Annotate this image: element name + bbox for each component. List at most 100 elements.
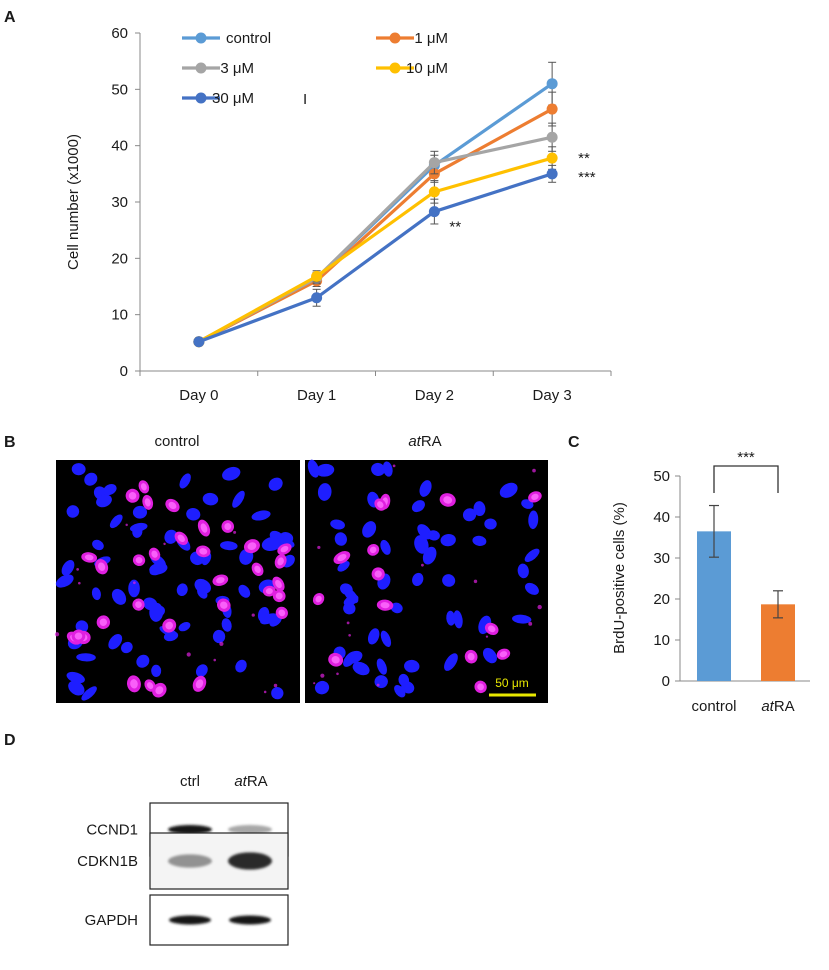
nucleus xyxy=(128,579,140,598)
nucleus xyxy=(404,659,420,673)
nucleus xyxy=(163,631,179,642)
brdu-nucleus-core xyxy=(155,686,164,695)
protein-label: CDKN1B xyxy=(77,853,138,870)
brdu-nucleus-core xyxy=(135,556,143,564)
y-tick-label: 10 xyxy=(111,307,128,324)
speckle xyxy=(273,683,278,688)
brdu-nucleus-core xyxy=(275,592,283,600)
nucleus xyxy=(81,686,97,701)
nucleus xyxy=(315,463,335,477)
nucleus xyxy=(442,574,456,587)
nucleus xyxy=(462,508,477,522)
speckle xyxy=(485,635,489,638)
c-y-tick-label: 0 xyxy=(662,673,670,690)
speckle xyxy=(54,632,60,637)
data-point xyxy=(193,336,205,348)
data-point xyxy=(311,292,323,304)
panel-label-d: D xyxy=(4,732,16,749)
data-point xyxy=(546,131,558,143)
data-point xyxy=(546,103,558,115)
nucleus xyxy=(473,501,486,517)
blot-row-gapdh: GAPDH xyxy=(85,894,289,946)
brdu-nucleus-core xyxy=(477,683,484,691)
speckle xyxy=(263,690,267,694)
brdu-nucleus-core xyxy=(74,632,83,640)
legend-swatch-marker xyxy=(195,92,207,104)
nucleus xyxy=(61,560,75,576)
speckle xyxy=(528,621,533,626)
nucleus xyxy=(446,610,456,626)
nucleus xyxy=(202,492,219,506)
brdu-nucleus-core xyxy=(99,618,108,626)
c-y-tick-label: 40 xyxy=(653,509,670,526)
lane-label-ctrl: ctrl xyxy=(180,773,200,790)
nucleus xyxy=(96,494,112,508)
legend-swatch-marker xyxy=(195,62,207,74)
y-tick-label: 60 xyxy=(111,25,128,42)
series-line xyxy=(198,156,553,344)
speckle xyxy=(346,621,350,625)
micrograph-label-atra: atRA xyxy=(408,433,441,450)
nucleus xyxy=(390,602,403,614)
nucleus xyxy=(414,535,429,554)
c-y-tick-label: 20 xyxy=(653,591,670,608)
x-tick-label: Day 2 xyxy=(415,387,454,404)
brdu-nucleus-core xyxy=(195,679,204,689)
nucleus xyxy=(411,500,425,513)
nucleus xyxy=(108,634,123,650)
nucleus xyxy=(343,594,359,607)
nucleus xyxy=(257,606,270,623)
series-30-uM xyxy=(193,164,558,348)
legend-item: 1 μM xyxy=(376,30,448,47)
nucleus xyxy=(362,521,377,538)
data-point xyxy=(546,168,558,180)
brdu-nucleus-core xyxy=(331,656,340,664)
brdu-nucleus-core xyxy=(374,570,382,578)
speckle xyxy=(320,673,325,678)
nucleus xyxy=(482,647,497,664)
nucleus xyxy=(484,518,497,530)
nucleus xyxy=(251,510,271,521)
brdu-nucleus-core xyxy=(98,562,106,571)
legend-item: control xyxy=(182,30,271,47)
nucleus xyxy=(238,584,251,598)
significance-label: *** xyxy=(737,449,755,466)
legend-label: 10 μM xyxy=(406,60,448,77)
speckle xyxy=(537,604,542,610)
brdu-nucleus-core xyxy=(265,588,273,595)
line-chart-cell-number: Cell number (x1000) 0 10 20 30 40 50 60 Day 0 D… xyxy=(65,25,612,404)
brdu-nucleus-core xyxy=(369,546,377,554)
nucleus xyxy=(66,505,80,518)
brdu-nucleus-core xyxy=(247,542,257,551)
nucleus xyxy=(524,548,540,563)
nucleus xyxy=(499,482,518,498)
y-tick-label: 50 xyxy=(111,81,128,98)
speckle xyxy=(376,683,380,687)
nucleus xyxy=(194,578,211,594)
data-point xyxy=(428,206,440,218)
significance-annotation: ** xyxy=(449,219,461,236)
brdu-nucleus-core xyxy=(140,483,147,491)
speckle xyxy=(317,545,321,550)
brdu-nucleus-core xyxy=(168,501,177,510)
nucleus xyxy=(176,583,188,596)
micrograph-atra: 50 μm xyxy=(305,459,548,703)
nucleus xyxy=(212,629,226,644)
brdu-nucleus-core xyxy=(315,595,322,603)
brdu-nucleus-core xyxy=(377,501,384,509)
speckle xyxy=(421,563,424,567)
micrograph-label-control: control xyxy=(154,433,199,450)
nucleus xyxy=(235,659,247,673)
nucleus xyxy=(66,671,85,684)
c-y-tick-label: 50 xyxy=(653,468,670,485)
legend-label: 30 μM xyxy=(212,90,254,107)
speckle xyxy=(392,464,396,468)
y-tick-label: 20 xyxy=(111,250,128,267)
brdu-nucleus-core xyxy=(200,523,208,533)
brdu-nucleus-core xyxy=(216,577,225,584)
legend-swatch-marker xyxy=(195,32,207,44)
brdu-nucleus-core xyxy=(278,609,286,617)
panel-label-a: A xyxy=(4,9,16,26)
legend-item: 30 μM xyxy=(182,90,254,107)
nucleus xyxy=(512,614,532,624)
